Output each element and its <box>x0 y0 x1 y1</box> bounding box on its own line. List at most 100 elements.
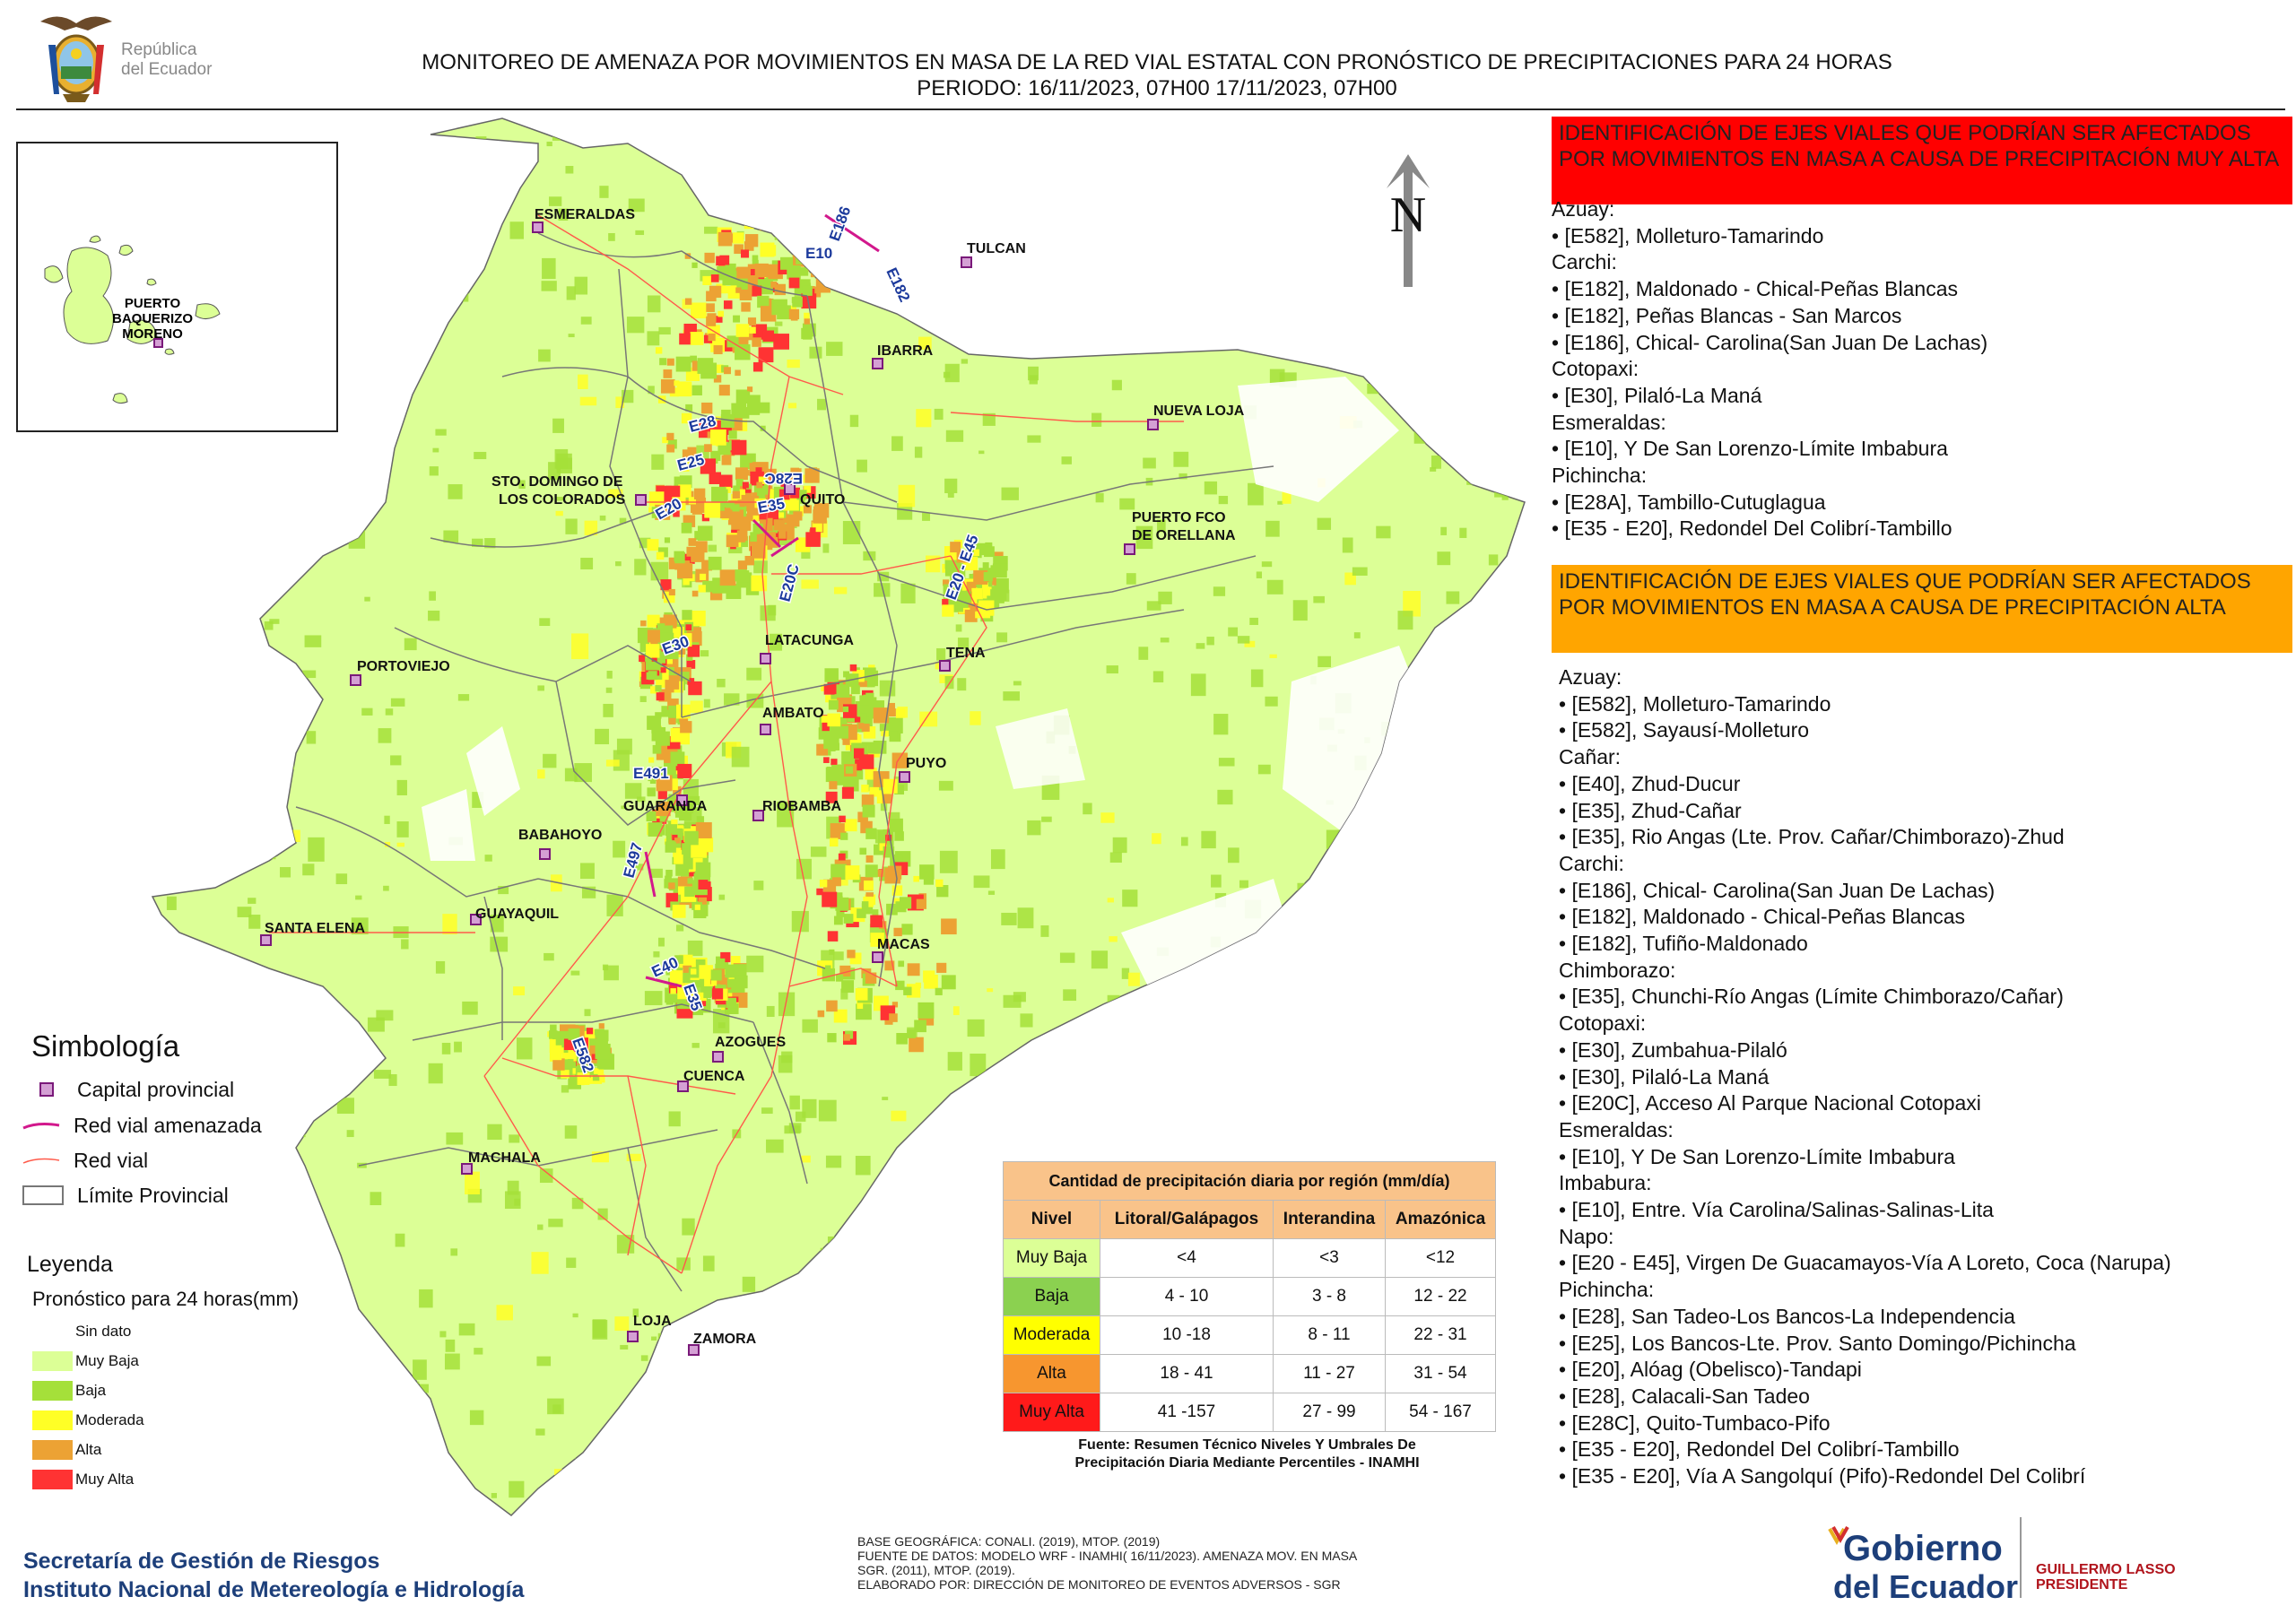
precip-cell <box>591 1151 609 1163</box>
precip-cell <box>599 186 609 198</box>
precip-cell <box>475 136 487 147</box>
precip-cell <box>497 143 503 150</box>
precip-cell <box>668 588 675 596</box>
precip-cell <box>551 1049 562 1061</box>
precip-cell <box>731 746 750 768</box>
precip-cell <box>704 226 718 234</box>
precip-cell <box>1438 190 1455 212</box>
precip-cell <box>1318 893 1324 902</box>
precip-cell <box>909 1037 924 1053</box>
precip-cell <box>731 978 745 994</box>
galapagos-inset: PUERTO BAQUERIZO MORENO <box>16 142 338 432</box>
province-heading: Cañar: <box>1559 745 1622 769</box>
precip-cell <box>846 267 863 284</box>
precip-cell <box>747 317 757 326</box>
precip-cell <box>823 757 830 763</box>
precip-cell <box>1502 363 1514 379</box>
precip-cell <box>655 712 662 719</box>
precip-cell <box>934 408 944 421</box>
precip-cell <box>267 1169 278 1185</box>
precip-cell <box>873 707 890 724</box>
precip-cell <box>367 1017 385 1032</box>
precip-cell <box>1173 451 1189 467</box>
table-cell-litoral: 4 - 10 <box>1100 1277 1274 1316</box>
precip-cell <box>680 150 696 167</box>
precip-cell <box>961 211 978 235</box>
road-item: [E35 - E20], Redondel Del Colibrí-Tambil… <box>1559 1436 2171 1463</box>
precip-cell <box>1062 217 1070 222</box>
precip-cell <box>978 450 985 455</box>
president-name: GUILLERMO LASSO <box>2036 1562 2176 1577</box>
precip-cell <box>509 1134 520 1143</box>
legend-swatch <box>32 1410 73 1430</box>
capital-marker-nueva-loja <box>1147 419 1159 430</box>
precip-cell <box>1140 209 1155 221</box>
precip-cell <box>850 1420 858 1425</box>
table-cell-interandina: 27 - 99 <box>1273 1393 1386 1432</box>
precip-cell <box>568 1028 580 1040</box>
precip-cell <box>744 555 754 566</box>
footer-meta-author: ELABORADO POR: DIRECCIÓN DE MONITOREO DE… <box>857 1577 1341 1592</box>
precip-cell <box>1443 413 1457 424</box>
precip-cell <box>914 1020 926 1033</box>
precip-cell <box>577 1072 590 1085</box>
footer-organizations: Secretaría de Gestión de Riesgos Institu… <box>23 1547 524 1604</box>
precip-cell <box>863 667 876 681</box>
precip-cell <box>1501 493 1509 500</box>
precip-cell <box>658 326 671 335</box>
precip-cell <box>469 1410 484 1426</box>
precip-cell <box>624 783 642 799</box>
precip-cell <box>1059 952 1075 963</box>
precip-cell <box>870 915 883 928</box>
precip-cell <box>620 1344 629 1350</box>
precip-cell <box>297 1402 304 1409</box>
precip-cell <box>1273 1489 1291 1502</box>
precip-cell <box>597 1069 604 1076</box>
road-item: [E28A], Tambillo-Cutuglagua <box>1552 490 1987 516</box>
precip-cell <box>938 780 953 791</box>
precip-cell <box>304 635 322 647</box>
precip-cell <box>518 480 526 490</box>
precip-cell <box>1277 500 1283 505</box>
precip-cell <box>858 754 874 769</box>
precip-cell <box>891 1110 907 1122</box>
precip-cell <box>996 1491 1004 1497</box>
precip-cell <box>849 664 857 672</box>
precip-cell <box>787 265 801 280</box>
precip-cell <box>765 219 777 230</box>
precip-cell <box>735 467 748 481</box>
precip-cell <box>1376 525 1391 539</box>
map-period: PERIODO: 16/11/2023, 07H00 17/11/2023, 0… <box>917 76 1397 100</box>
precip-cell <box>428 1063 443 1084</box>
precip-cell <box>648 672 656 678</box>
precip-cell <box>760 605 776 621</box>
precip-cell <box>1033 187 1050 210</box>
precip-cell <box>693 488 706 499</box>
santa-cruz-island <box>126 319 158 344</box>
precip-cell <box>676 1257 691 1271</box>
precip-cell <box>710 274 719 282</box>
precip-cell <box>857 459 867 473</box>
precip-cell <box>309 1329 325 1342</box>
precip-cell <box>1467 695 1480 705</box>
precip-cell <box>860 713 867 720</box>
precip-cell <box>613 840 626 858</box>
precip-cell <box>396 842 405 847</box>
precip-cell <box>1091 950 1109 969</box>
province-heading: Esmeraldas: <box>1559 1117 1674 1141</box>
table-cell-amazonica: 22 - 31 <box>1385 1315 1496 1355</box>
precip-cell <box>1523 1227 1525 1232</box>
precip-cell <box>336 1098 354 1115</box>
precip-cell <box>822 543 830 553</box>
precip-cell <box>690 355 698 363</box>
precip-cell <box>390 698 405 707</box>
precip-cell <box>699 965 713 979</box>
precip-cell <box>676 704 691 719</box>
precip-cell <box>552 1058 565 1071</box>
city-label-orellana-2: DE ORELLANA <box>1132 528 1236 543</box>
road-item: [E28], Calacali-San Tadeo <box>1559 1384 2171 1410</box>
precip-cell <box>537 1224 544 1230</box>
precip-cell <box>684 553 695 564</box>
precip-cell <box>772 212 785 224</box>
precip-cell <box>645 1397 656 1408</box>
